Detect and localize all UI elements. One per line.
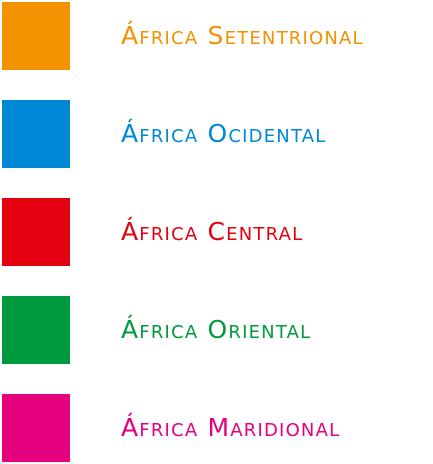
region-label: África Ocidental bbox=[121, 119, 327, 148]
region-label: África Oriental bbox=[121, 315, 312, 344]
legend-item-africa-setentrional: África Setentrional bbox=[0, 2, 433, 70]
region-label: África Central bbox=[121, 217, 304, 246]
legend-item-africa-oriental: África Oriental bbox=[0, 296, 433, 364]
region-label: África Setentrional bbox=[121, 21, 364, 50]
legend-item-africa-maridional: África Maridional bbox=[0, 394, 433, 462]
legend-item-africa-central: África Central bbox=[0, 198, 433, 266]
color-swatch bbox=[2, 2, 70, 70]
color-swatch bbox=[2, 296, 70, 364]
color-swatch bbox=[2, 198, 70, 266]
color-swatch bbox=[2, 100, 70, 168]
region-label: África Maridional bbox=[121, 413, 341, 442]
color-swatch bbox=[2, 394, 70, 462]
legend-item-africa-ocidental: África Ocidental bbox=[0, 100, 433, 168]
